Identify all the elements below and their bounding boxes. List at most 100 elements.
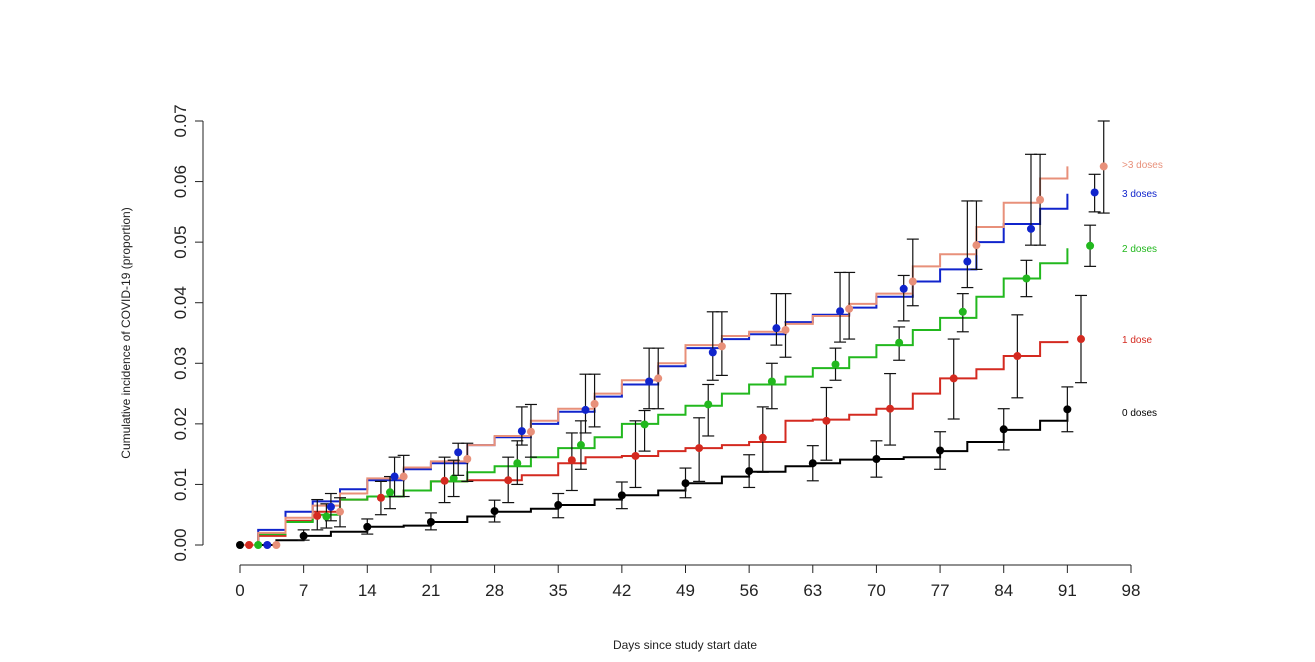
data-point: [845, 304, 854, 313]
series-points: [236, 120, 1110, 549]
data-point: [758, 433, 767, 442]
data-point: [554, 501, 563, 510]
data-point: [695, 444, 704, 453]
data-point: [822, 416, 831, 425]
data-point: [972, 241, 981, 250]
data-point: [767, 377, 776, 386]
data-point: [322, 512, 331, 521]
data-point: [681, 479, 690, 488]
data-point: [645, 377, 654, 386]
legend-label: 1 dose: [1122, 335, 1152, 346]
data-point: [263, 541, 272, 549]
data-point: [313, 511, 322, 520]
data-point: [1036, 195, 1045, 204]
data-point: [463, 454, 472, 463]
x-tick-label: 77: [931, 581, 950, 600]
data-point: [704, 400, 713, 409]
x-tick-label: 14: [358, 581, 377, 600]
data-point: [745, 467, 754, 476]
x-tick-label: 0: [235, 581, 244, 600]
x-tick-label: 35: [549, 581, 568, 600]
data-point: [326, 502, 335, 511]
y-axis-title: Cumulative incidence of COVID-19 (propor…: [119, 207, 133, 458]
data-point: [517, 427, 526, 436]
y-tick-label: 0.03: [171, 347, 190, 380]
x-tick-label: 49: [676, 581, 695, 600]
x-tick-label: 7: [299, 581, 308, 600]
error-bar: [906, 238, 919, 307]
data-point: [490, 507, 499, 516]
data-point: [440, 476, 449, 485]
data-point: [449, 474, 458, 483]
y-tick-label: 0.06: [171, 165, 190, 198]
data-point: [454, 448, 463, 457]
data-point: [272, 541, 281, 549]
axes: 0.00 0.01 0.02 0.03 0.04 0.05 0.06 0.07 0 7 14 21 28…: [171, 104, 1140, 600]
data-point: [908, 277, 917, 286]
legend-label: 0 doses: [1122, 408, 1157, 419]
x-axis-title: Days since study start date: [613, 638, 757, 652]
x-tick-label: 42: [612, 581, 631, 600]
x-tick-label: 70: [867, 581, 886, 600]
error-bar: [770, 293, 783, 346]
series-line: [240, 248, 1069, 546]
y-tick-label: 0.01: [171, 468, 190, 501]
error-bar: [779, 293, 792, 358]
data-point: [963, 257, 972, 266]
data-point: [299, 531, 308, 540]
legend-label: 3 doses: [1122, 189, 1157, 200]
data-point: [895, 338, 904, 347]
x-tick-label: 28: [485, 581, 504, 600]
series-line: [240, 193, 1069, 546]
data-point: [772, 324, 781, 333]
data-point: [1013, 352, 1022, 361]
data-point: [1026, 224, 1035, 233]
x-tick-label: 21: [421, 581, 440, 600]
data-point: [999, 425, 1008, 434]
data-point: [390, 472, 399, 481]
data-point: [872, 454, 881, 463]
data-point: [336, 507, 345, 516]
data-point: [886, 404, 895, 413]
series-line: [240, 166, 1069, 546]
data-point: [254, 541, 263, 549]
data-point: [590, 399, 599, 408]
data-point: [581, 405, 590, 414]
data-point: [386, 488, 395, 497]
legend-label: 2 doses: [1122, 244, 1157, 255]
data-point: [654, 374, 663, 383]
data-point: [236, 541, 244, 549]
y-tick-label: 0.00: [171, 528, 190, 561]
data-point: [376, 493, 385, 502]
legend: 0 doses 1 dose 2 doses 3 doses >3 doses: [1122, 160, 1163, 419]
data-point: [640, 420, 649, 429]
data-point: [1099, 162, 1108, 171]
data-point: [426, 517, 435, 526]
data-point: [717, 342, 726, 351]
y-tick-label: 0.07: [171, 104, 190, 137]
data-point: [617, 491, 626, 500]
data-point: [1063, 405, 1072, 414]
error-bar: [765, 362, 778, 410]
data-point: [831, 360, 840, 369]
error-bar: [897, 274, 910, 322]
data-point: [567, 456, 576, 465]
data-point: [504, 476, 513, 485]
data-point: [936, 446, 945, 455]
data-point: [836, 307, 845, 316]
y-tick-label: 0.04: [171, 286, 190, 319]
data-point: [513, 459, 522, 468]
data-point: [899, 284, 908, 293]
x-tick-label: 56: [740, 581, 759, 600]
data-point: [949, 374, 958, 383]
data-point: [1076, 335, 1085, 344]
data-point: [526, 427, 535, 436]
y-tick-label: 0.05: [171, 226, 190, 259]
data-point: [576, 441, 585, 450]
y-tick-label: 0.02: [171, 407, 190, 440]
data-point: [1086, 241, 1095, 250]
data-point: [399, 472, 408, 481]
x-tick-label: 84: [994, 581, 1013, 600]
error-bar: [515, 406, 528, 446]
error-bar: [961, 200, 974, 289]
